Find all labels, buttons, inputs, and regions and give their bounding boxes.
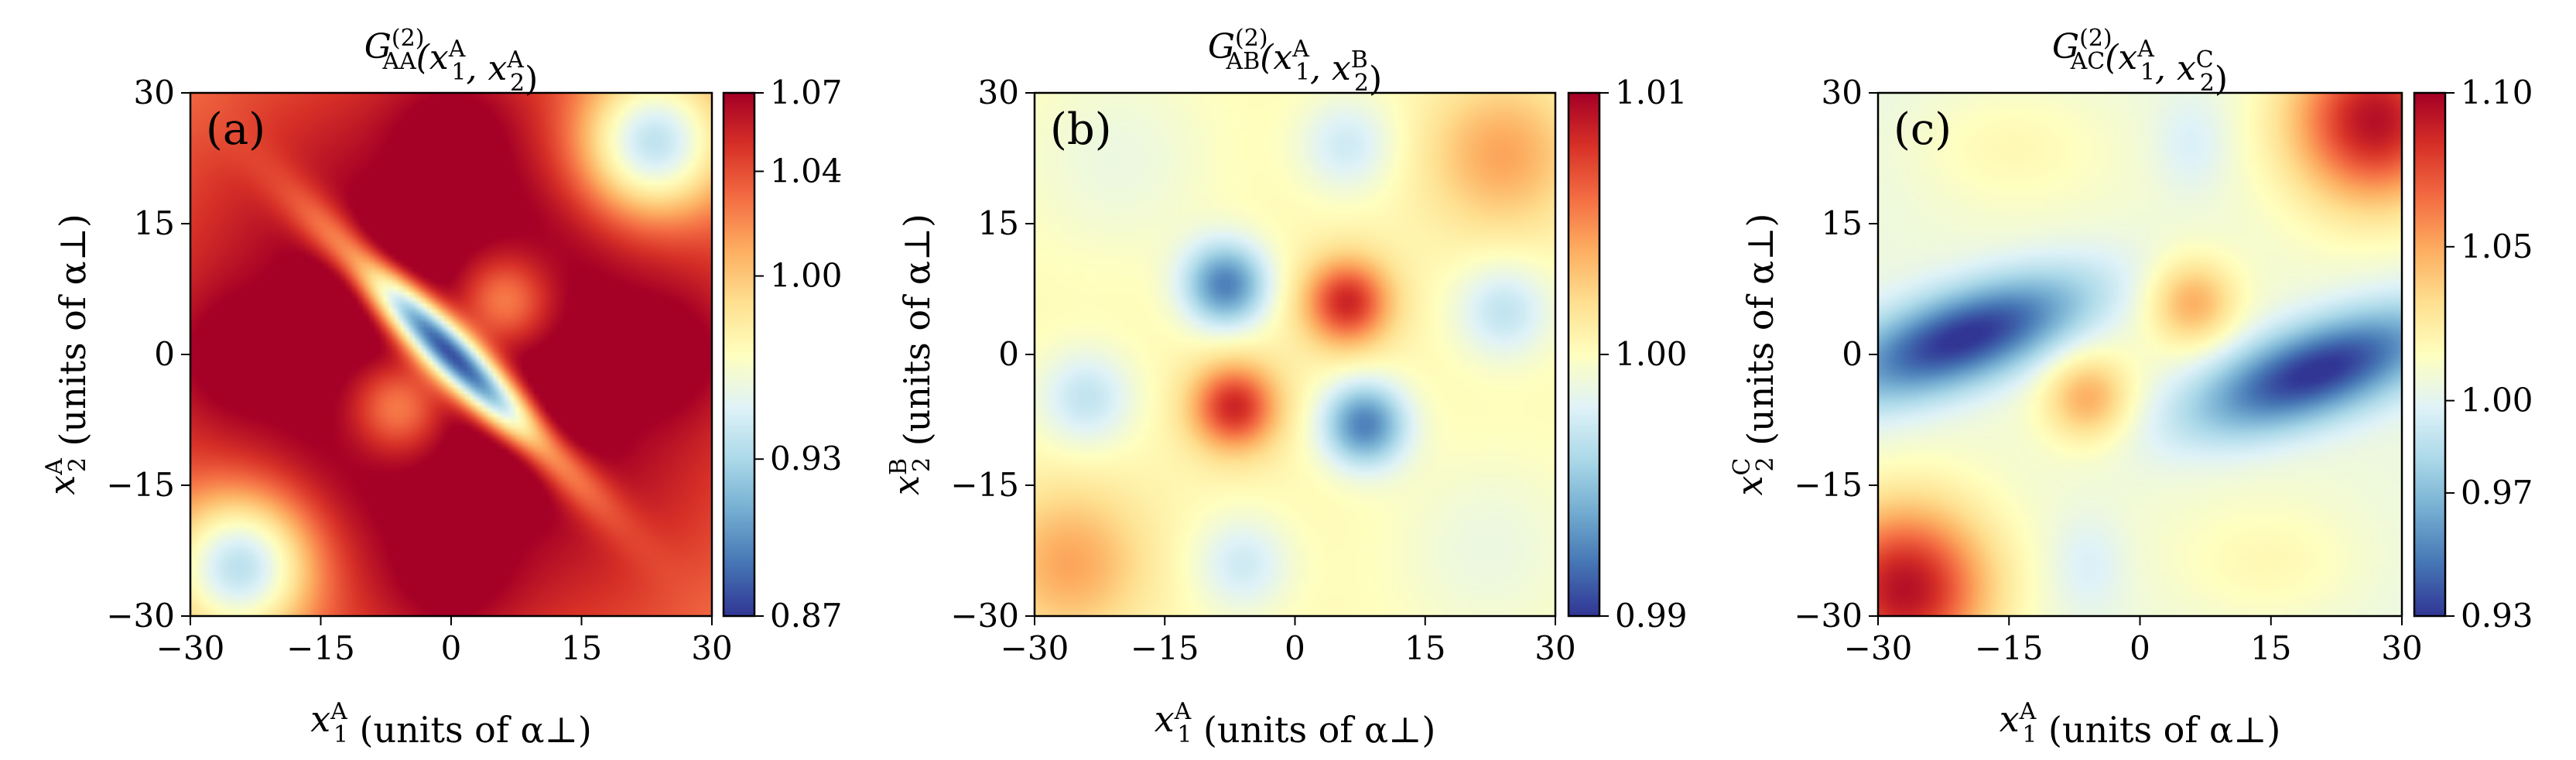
x-tick-label: 15 (2250, 629, 2291, 667)
x-tick-label: −30 (1844, 629, 1913, 667)
x-axis-label: xA 1 (units of α⊥) (310, 698, 592, 751)
x-tick-label: −15 (1131, 629, 1199, 667)
x-axis-label: xA 1 (units of α⊥) (1155, 698, 1436, 751)
colorbar-tick-label: 1.07 (770, 74, 843, 111)
colorbar-frame (2413, 91, 2447, 618)
colorbar-gradient (2414, 93, 2445, 616)
colorbar-tick-label: 1.00 (2461, 382, 2533, 419)
y-axis-label-group: xB2 (units of α⊥) (885, 214, 938, 495)
y-axis-label: xB2 (units of α⊥) (885, 214, 938, 495)
panel-label: (b) (1050, 104, 1112, 155)
y-tick-label: 30 (134, 74, 175, 111)
y-tick-label: −30 (950, 597, 1019, 635)
x-tick-label: 15 (561, 629, 602, 667)
x-tick-label: 15 (1404, 629, 1445, 667)
heatmap-image (1035, 93, 1555, 616)
colorbar-tick-label: 0.97 (2461, 474, 2533, 512)
panel-2: −30−30 −15 −15 0 0 15 15 30 30 (c) G(2) AC(xA 1, xC 2… (1729, 25, 2533, 751)
panel-label: (a) (206, 104, 265, 155)
colorbar-tick-label: 1.04 (770, 152, 843, 190)
panel-label: (c) (1894, 104, 1952, 155)
y-tick-label: 0 (154, 335, 175, 373)
x-tick-label: 0 (1285, 629, 1305, 667)
x-axis-label: xA 1 (units of α⊥) (2000, 698, 2281, 751)
y-tick-label: 30 (978, 74, 1019, 111)
x-tick-label: 0 (441, 629, 462, 667)
chart-title: G(2) AC(xA 1, xC 2) (2052, 25, 2228, 99)
y-tick-label: −30 (1794, 597, 1863, 635)
x-tick-label: −30 (156, 629, 225, 667)
panel-1: −30−30 −15 −15 0 0 15 15 30 30 (b) G(2) AB(xA 1, xB 2… (885, 25, 1688, 751)
y-axis-label-group: xA2 (units of α⊥) (41, 214, 94, 495)
colorbar-tick-label: 0.93 (2461, 597, 2533, 635)
x-tick-label: −15 (286, 629, 355, 667)
heatmap-image (1878, 93, 2402, 616)
y-tick-label: −15 (106, 466, 175, 504)
y-tick-label: 15 (978, 204, 1019, 242)
x-tick-label: −30 (1001, 629, 1069, 667)
y-tick-label: −30 (106, 597, 175, 635)
colorbar-gradient (724, 93, 754, 616)
x-tick-label: 30 (691, 629, 732, 667)
x-tick-label: 0 (2130, 629, 2150, 667)
colorbar-tick-label: 1.00 (770, 257, 843, 295)
y-tick-label: 30 (1822, 74, 1863, 111)
y-axis-label: xA2 (units of α⊥) (41, 214, 94, 495)
y-axis-label-group: xC2 (units of α⊥) (1729, 214, 1781, 496)
colorbar-tick-label: 1.00 (1615, 335, 1688, 373)
colorbar-tick-label: 0.99 (1615, 597, 1688, 635)
colorbar-gradient (1569, 93, 1599, 616)
y-tick-label: −15 (1794, 466, 1863, 504)
heatmap-image (190, 93, 712, 616)
y-tick-label: −15 (950, 466, 1019, 504)
chart-title: G(2) AA(xA 1, xA 2) (364, 25, 538, 99)
y-axis-label: xC2 (units of α⊥) (1729, 214, 1781, 496)
x-tick-label: 30 (2381, 629, 2422, 667)
colorbar-tick-label: 1.10 (2461, 74, 2533, 111)
x-tick-label: 30 (1534, 629, 1575, 667)
colorbar-tick-label: 0.93 (770, 440, 843, 478)
colorbar-tick-label: 0.87 (770, 597, 843, 635)
y-tick-label: 0 (998, 335, 1019, 373)
colorbar-frame (722, 91, 756, 618)
colorbar-tick-label: 1.01 (1615, 74, 1688, 111)
colorbar-tick-label: 1.05 (2461, 228, 2533, 265)
y-tick-label: 0 (1842, 335, 1863, 373)
y-tick-label: 15 (134, 204, 175, 242)
x-tick-label: −15 (1975, 629, 2044, 667)
panel-0: −30−30 −15 −15 0 0 15 15 30 30 (a) G(2) AA(xA 1, xA 2… (41, 25, 843, 751)
y-tick-label: 15 (1822, 204, 1863, 242)
chart-title: G(2) AB(xA 1, xB 2) (1208, 25, 1382, 99)
